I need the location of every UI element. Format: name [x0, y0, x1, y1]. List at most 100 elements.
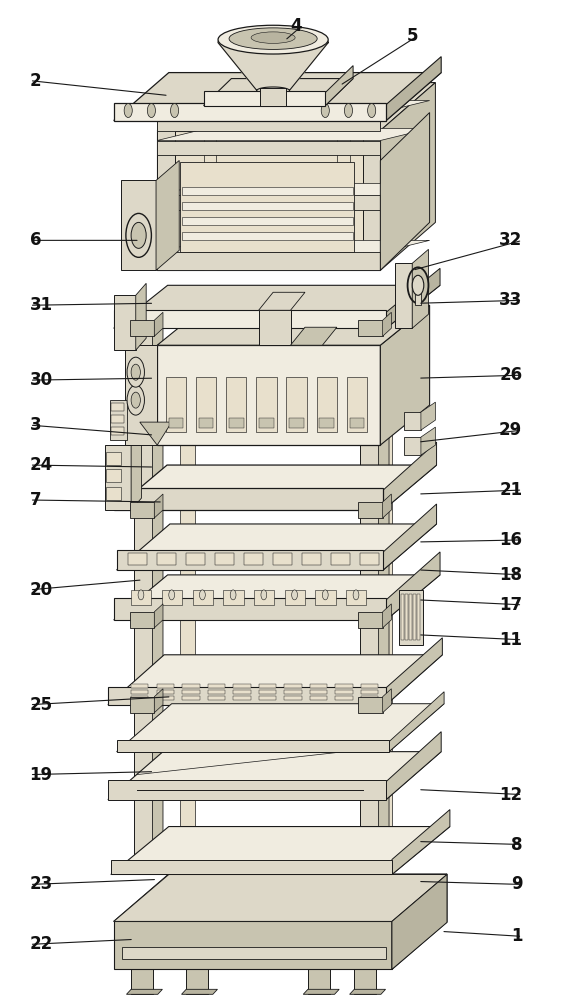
Polygon shape	[383, 494, 392, 518]
Bar	[363, 121, 381, 270]
Bar	[317, 377, 337, 432]
Polygon shape	[350, 989, 386, 994]
Text: 19: 19	[30, 766, 53, 784]
Bar	[157, 121, 174, 270]
Bar	[335, 696, 353, 700]
Bar	[203, 121, 216, 270]
Polygon shape	[383, 504, 436, 570]
Bar	[358, 612, 383, 628]
Text: 20: 20	[30, 581, 53, 599]
Bar	[157, 195, 381, 210]
Bar	[157, 252, 381, 270]
Bar	[157, 684, 174, 688]
Bar	[111, 415, 124, 423]
Bar	[285, 590, 305, 605]
Bar	[157, 131, 381, 270]
Bar	[157, 113, 381, 131]
Bar	[106, 469, 121, 482]
Bar	[117, 740, 389, 752]
Bar	[125, 345, 157, 445]
Bar	[114, 103, 386, 121]
Bar	[134, 320, 153, 859]
Circle shape	[148, 104, 156, 118]
Circle shape	[124, 104, 132, 118]
Bar	[361, 696, 378, 700]
Polygon shape	[140, 422, 171, 445]
Bar	[284, 684, 302, 688]
Circle shape	[127, 385, 145, 415]
Bar	[226, 377, 246, 432]
Polygon shape	[203, 79, 353, 106]
Polygon shape	[421, 402, 435, 430]
Bar	[358, 697, 383, 713]
Circle shape	[127, 357, 145, 387]
Circle shape	[170, 104, 178, 118]
Circle shape	[131, 222, 146, 248]
Text: 32: 32	[499, 231, 522, 249]
Polygon shape	[259, 292, 305, 310]
Bar	[111, 403, 124, 411]
Bar	[196, 377, 216, 432]
Bar	[131, 590, 152, 605]
Polygon shape	[157, 101, 429, 113]
Polygon shape	[157, 83, 435, 131]
Bar	[157, 345, 381, 445]
Polygon shape	[392, 874, 447, 969]
Bar	[395, 263, 412, 328]
Polygon shape	[392, 810, 450, 874]
Polygon shape	[136, 283, 146, 350]
Circle shape	[131, 392, 141, 408]
Bar	[259, 310, 290, 345]
Circle shape	[126, 213, 152, 257]
Bar	[157, 553, 175, 565]
Bar	[215, 553, 234, 565]
Bar	[378, 320, 392, 859]
Bar	[130, 697, 155, 713]
Polygon shape	[114, 874, 447, 921]
Bar	[117, 550, 383, 570]
Bar	[310, 684, 327, 688]
Polygon shape	[157, 305, 429, 345]
Polygon shape	[111, 827, 450, 874]
Bar	[106, 452, 121, 465]
Text: 16: 16	[499, 531, 522, 549]
Bar	[207, 696, 225, 700]
Bar	[123, 947, 386, 959]
Bar	[409, 594, 412, 640]
Bar	[131, 690, 149, 694]
Ellipse shape	[218, 25, 328, 54]
Bar	[121, 180, 156, 270]
Bar	[315, 590, 336, 605]
Bar	[130, 320, 155, 336]
Text: 1: 1	[511, 927, 522, 945]
Bar	[233, 696, 250, 700]
Bar	[131, 964, 153, 994]
Text: 23: 23	[30, 875, 53, 893]
Bar	[259, 696, 276, 700]
Text: 21: 21	[499, 481, 522, 499]
Bar	[337, 121, 350, 270]
Polygon shape	[155, 494, 163, 518]
Polygon shape	[381, 305, 429, 445]
Polygon shape	[153, 308, 163, 859]
Bar	[350, 418, 364, 428]
Polygon shape	[412, 249, 428, 328]
Polygon shape	[386, 732, 441, 800]
Bar	[400, 590, 422, 645]
Polygon shape	[290, 327, 337, 345]
Circle shape	[412, 275, 424, 295]
Text: 18: 18	[499, 566, 522, 584]
Bar	[111, 859, 392, 874]
Text: 6: 6	[30, 231, 41, 249]
Bar	[310, 690, 327, 694]
Polygon shape	[157, 129, 429, 140]
Text: 2: 2	[30, 72, 41, 90]
Bar	[335, 684, 353, 688]
Bar	[289, 418, 304, 428]
Circle shape	[368, 104, 376, 118]
Bar	[233, 684, 250, 688]
Bar	[157, 690, 174, 694]
Bar	[114, 598, 386, 620]
Polygon shape	[114, 921, 392, 969]
Bar	[131, 684, 149, 688]
